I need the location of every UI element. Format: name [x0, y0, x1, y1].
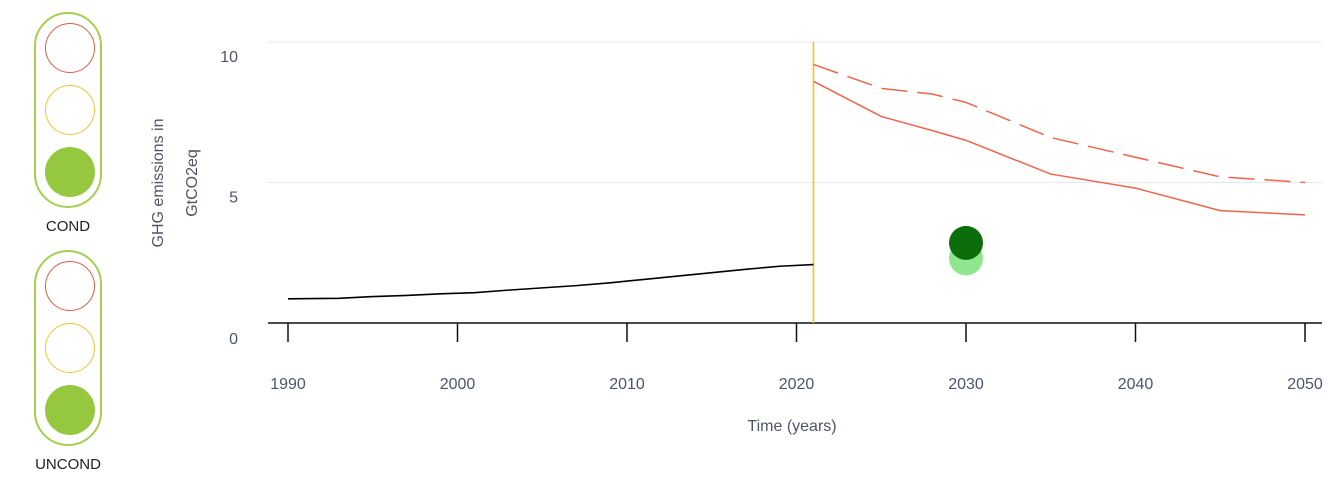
- uncond-traffic-light: [34, 250, 102, 446]
- x-tick-label: 2030: [948, 376, 984, 393]
- cond-label: COND: [45, 218, 91, 235]
- x-tick-label: 2000: [440, 376, 476, 393]
- y-axis-title: GHG emissions in GtCO2eq: [150, 119, 201, 248]
- uncond-label: UNCOND: [35, 456, 101, 473]
- indicator-panel: COND UNCOND: [0, 0, 140, 481]
- green-lamp-lit: [45, 385, 95, 435]
- series-line-2: [813, 80, 1306, 216]
- y-tick-label: 5: [229, 190, 238, 207]
- yellow-lamp: [45, 85, 95, 135]
- y-tick-label: 0: [229, 331, 238, 348]
- x-tick-label: 2020: [779, 376, 815, 393]
- x-axis-title: Time (years): [747, 418, 836, 435]
- series-line-1: [813, 63, 1306, 184]
- series-line-0: [287, 263, 814, 300]
- x-tick-label: 2050: [1287, 376, 1323, 393]
- target-point-1: [949, 225, 983, 260]
- x-tick-label: 2040: [1118, 376, 1154, 393]
- x-tick-label: 1990: [270, 376, 306, 393]
- red-lamp: [45, 23, 95, 73]
- x-tick-label: 2010: [609, 376, 645, 393]
- cond-traffic-light: [34, 12, 102, 208]
- green-lamp-lit: [45, 147, 95, 197]
- y-tick-label: 10: [220, 49, 238, 66]
- yellow-lamp: [45, 323, 95, 373]
- red-lamp: [45, 261, 95, 311]
